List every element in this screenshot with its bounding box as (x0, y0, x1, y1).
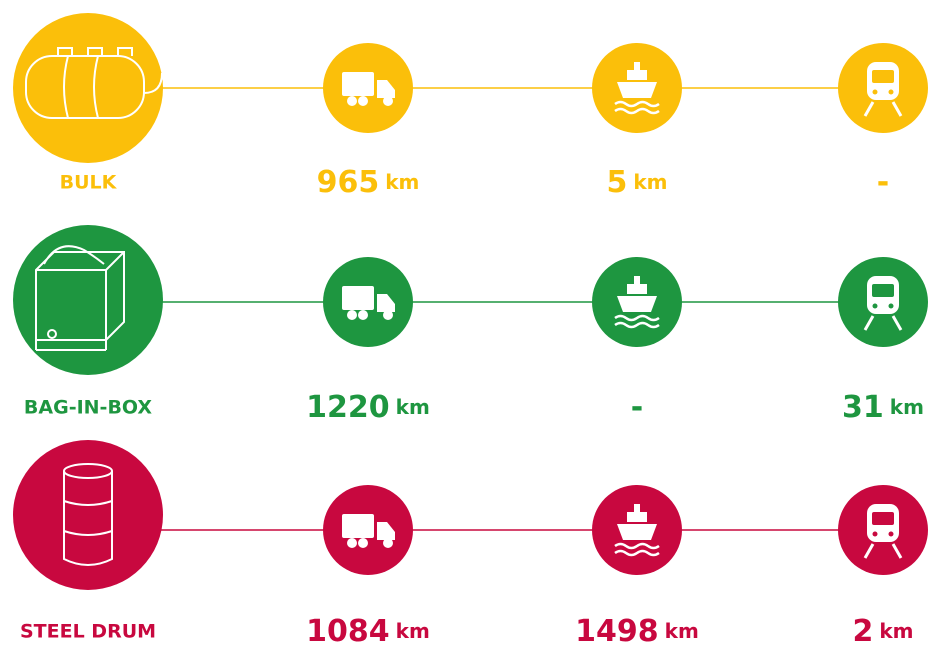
cabin (627, 70, 647, 80)
light (873, 304, 878, 309)
distance-value: 2 (852, 614, 873, 645)
wheel (347, 310, 357, 320)
packaging-circle (13, 13, 163, 163)
light (873, 90, 878, 95)
packaging-label: BULK (60, 172, 118, 194)
funnel (634, 504, 640, 512)
cabin (627, 284, 647, 294)
infographic: BULK965km5km-BAG-IN-BOX1220km-31kmSTEEL … (0, 0, 944, 645)
distance-unit: km (665, 619, 699, 643)
funnel (634, 62, 640, 70)
distance: - (877, 165, 889, 200)
wheel (383, 310, 393, 320)
cargo (342, 72, 374, 96)
packaging-label: BAG-IN-BOX (24, 397, 152, 419)
wheel (383, 538, 393, 548)
distance-unit: km (879, 619, 913, 643)
distance-value: 5 (606, 165, 627, 200)
wheel (347, 538, 357, 548)
wheel (358, 96, 368, 106)
distance-value: 1084 (306, 614, 390, 645)
light (889, 90, 894, 95)
distance-value: - (877, 165, 889, 200)
window (872, 70, 894, 83)
hull (617, 524, 657, 540)
wheel (383, 96, 393, 106)
distance-unit: km (633, 170, 667, 194)
distance-unit: km (890, 395, 924, 419)
distance-unit: km (396, 395, 430, 419)
wheel (347, 96, 357, 106)
cargo (342, 286, 374, 310)
light (889, 532, 894, 537)
packaging-circle (13, 440, 163, 590)
hull (617, 82, 657, 98)
cabin (627, 512, 647, 522)
light (873, 532, 878, 537)
distance-value: 1220 (306, 390, 390, 425)
distance-value: 1498 (575, 614, 659, 645)
window (872, 284, 894, 297)
packaging-label: STEEL DRUM (20, 621, 156, 643)
window (872, 512, 894, 525)
wheel (358, 538, 368, 548)
distance-unit: km (396, 619, 430, 643)
distance-value: 965 (317, 165, 380, 200)
funnel (634, 276, 640, 284)
distance-value: - (631, 390, 643, 425)
distance-unit: km (385, 170, 419, 194)
distance-value: 31 (842, 390, 884, 425)
wheel (358, 310, 368, 320)
distance: - (631, 390, 643, 425)
light (889, 304, 894, 309)
cargo (342, 514, 374, 538)
hull (617, 296, 657, 312)
